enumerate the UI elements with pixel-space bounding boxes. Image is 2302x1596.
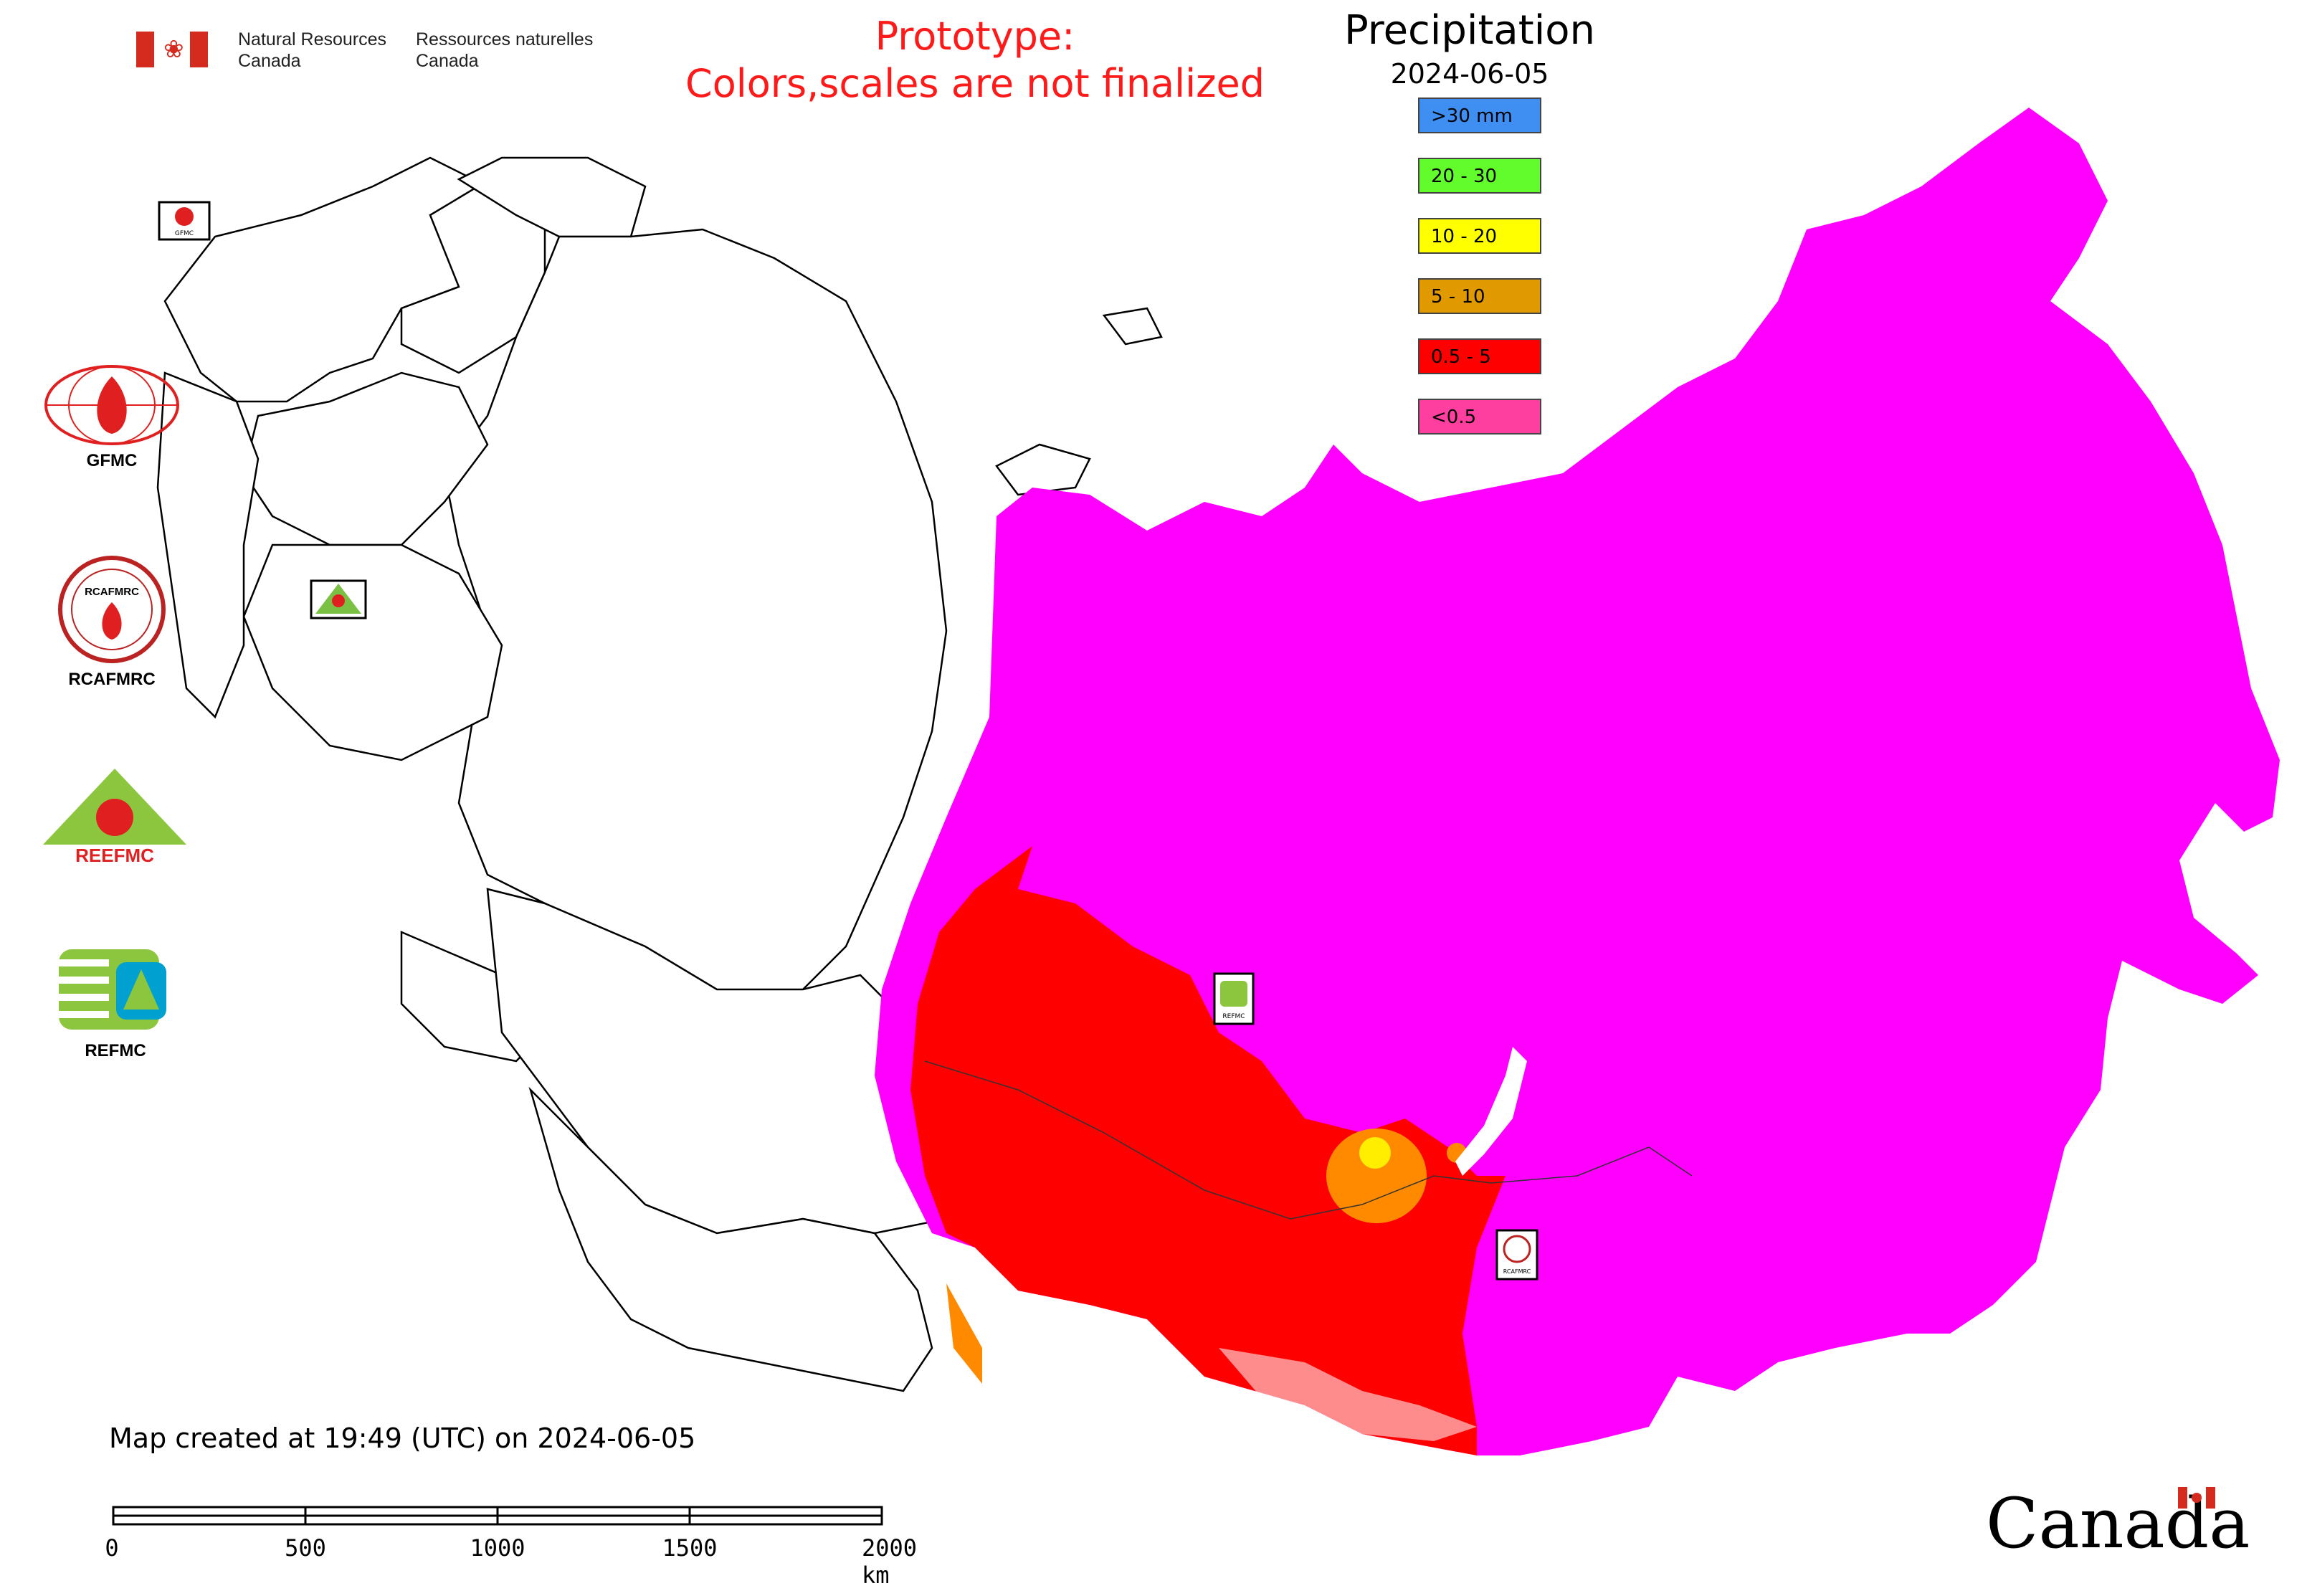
canada-wordmark: Canada bbox=[1986, 1484, 2250, 1563]
scale-label: 500 bbox=[285, 1534, 326, 1562]
wordmark-flag-icon bbox=[2178, 1487, 2215, 1509]
precip-moderate-strip bbox=[946, 1283, 982, 1384]
precip-field bbox=[875, 108, 2280, 1455]
center-markers: GFMC REFMC RCAFMRC bbox=[158, 201, 1538, 1281]
europe-west-outline bbox=[156, 371, 260, 719]
gfmc-caption: GFMC bbox=[86, 451, 138, 470]
scale-label: 0 bbox=[105, 1534, 119, 1562]
refmc-caption: REFMC bbox=[85, 1041, 146, 1060]
agency-name-en: Natural Resources Canada bbox=[238, 29, 386, 72]
gfmc-logo[interactable]: GFMC bbox=[40, 362, 184, 471]
western-russia-outline bbox=[443, 228, 948, 1005]
agency-fr-line2: Canada bbox=[416, 51, 479, 71]
prototype-line2: Colors,scales are not finalized bbox=[685, 61, 1265, 106]
refmc-marker-label: REFMC bbox=[1222, 1013, 1245, 1020]
legend-label: 10 - 20 bbox=[1431, 226, 1498, 247]
white-speckle-band bbox=[1219, 1348, 1477, 1441]
agency-fr-line1: Ressources naturelles bbox=[416, 29, 594, 49]
scale-bar-labels: 0 500 1000 1500 2000 km bbox=[0, 1534, 1004, 1589]
scale-label: 1000 bbox=[470, 1534, 525, 1562]
reefmc-emblem-icon: REEFMC bbox=[43, 769, 186, 866]
scale-bar bbox=[112, 1506, 883, 1526]
canada-flag-icon: ❀ bbox=[136, 32, 208, 67]
reefmc-logo[interactable]: REEFMC bbox=[36, 766, 194, 869]
prototype-line1: Prototype: bbox=[875, 14, 1075, 59]
agency-en-line1: Natural Resources bbox=[238, 29, 387, 49]
refmc-logo[interactable]: REFMC bbox=[54, 945, 176, 1061]
country-outlines bbox=[156, 156, 1163, 1392]
legend-item-10-20: 10 - 20 bbox=[1418, 218, 1541, 254]
agency-en-line2: Canada bbox=[238, 51, 301, 71]
lake-baikal bbox=[1455, 1047, 1527, 1176]
legend-item-0.5-5: 0.5 - 5 bbox=[1418, 338, 1541, 374]
legend-title: Precipitation bbox=[1343, 7, 1596, 54]
legend-item-below-0.5: <0.5 bbox=[1418, 399, 1541, 434]
legend-label: 5 - 10 bbox=[1431, 286, 1485, 308]
legend-item-30plus: >30 mm bbox=[1418, 98, 1541, 133]
rcafmrc-marker-label: RCAFMRC bbox=[1503, 1268, 1531, 1275]
legend-label: 0.5 - 5 bbox=[1431, 346, 1491, 368]
legend-date: 2024-06-05 bbox=[1390, 58, 1549, 90]
legend-item-5-10: 5 - 10 bbox=[1418, 278, 1541, 314]
gfmc-emblem-icon bbox=[44, 365, 179, 445]
rcafmrc-emblem-icon: RCAFMRC bbox=[58, 556, 166, 663]
island-2 bbox=[1102, 307, 1163, 346]
scale-label: 2000 km bbox=[862, 1534, 918, 1589]
precip-high-core bbox=[1359, 1137, 1391, 1169]
scale-label: 1500 bbox=[662, 1534, 718, 1562]
reefmc-inner-text: REEFMC bbox=[75, 845, 154, 866]
gfmc-marker-label: GFMC bbox=[175, 230, 194, 237]
ukraine-outline bbox=[242, 543, 503, 761]
legend-label: >30 mm bbox=[1431, 105, 1513, 127]
rcafmrc-caption: RCAFMRC bbox=[68, 670, 156, 689]
kola-outline bbox=[457, 156, 647, 238]
island-1 bbox=[995, 443, 1091, 496]
prototype-notice: Prototype: Colors,scales are not finaliz… bbox=[645, 13, 1305, 108]
legend-item-20-30: 20 - 30 bbox=[1418, 158, 1541, 194]
map-created-text: Map created at 19:49 (UTC) on 2024-06-05 bbox=[109, 1422, 696, 1454]
precip-light-area bbox=[910, 846, 1506, 1455]
legend-label: 20 - 30 bbox=[1431, 166, 1498, 187]
refmc-emblem-icon bbox=[59, 949, 166, 1030]
rcafmrc-inner-text: RCAFMRC bbox=[85, 586, 139, 598]
agency-name-fr: Ressources naturelles Canada bbox=[416, 29, 593, 72]
precip-moderate-area bbox=[1326, 1129, 1427, 1223]
legend-label: <0.5 bbox=[1431, 407, 1477, 428]
central-asia-outline bbox=[528, 1086, 933, 1392]
internal-border bbox=[924, 1060, 1693, 1220]
legend: >30 mm 20 - 30 10 - 20 5 - 10 0.5 - 5 <0… bbox=[1418, 98, 1541, 459]
rcafmrc-logo[interactable]: RCAFMRC RCAFMRC bbox=[54, 552, 169, 690]
baltic-belarus-outline bbox=[242, 371, 489, 546]
